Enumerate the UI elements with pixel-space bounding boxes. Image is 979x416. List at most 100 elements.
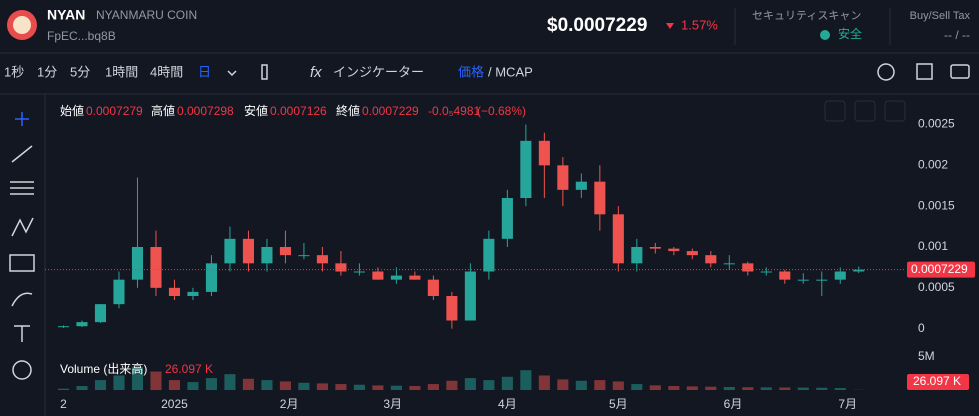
volume-bar	[224, 374, 236, 390]
pattern-tool[interactable]	[11, 217, 34, 237]
volume-bar	[834, 388, 846, 390]
volume-bar	[427, 384, 439, 390]
volume-bar	[612, 381, 624, 390]
candle-body	[557, 165, 569, 190]
volume-bar	[187, 382, 199, 390]
volume-bar	[668, 386, 680, 390]
volume-bar	[94, 380, 107, 390]
interval-button[interactable]: 1時間	[105, 64, 138, 79]
candle-body	[483, 238, 495, 272]
interval-button[interactable]: 4時間	[150, 64, 183, 79]
text-tool[interactable]	[14, 325, 30, 342]
chevron[interactable]	[227, 70, 237, 77]
chart: 0 0.0005 0.001 0.0015 0.002 0.0025 5M 2 2025 2月 3月…	[45, 117, 975, 411]
volume-bar	[501, 376, 513, 390]
volume-bar	[353, 384, 365, 390]
line-tool[interactable]	[11, 145, 33, 163]
settings-icon[interactable]	[877, 63, 895, 81]
x-tick-label: 2	[60, 397, 67, 411]
candle-body	[594, 181, 606, 215]
candle-body	[168, 287, 181, 296]
candle-icon[interactable]	[261, 64, 268, 80]
legend-high-label: 高値	[151, 103, 175, 118]
legend-close-label: 終値	[336, 103, 360, 118]
candle-body	[834, 271, 846, 280]
candle-body	[187, 291, 199, 296]
volume-bar	[205, 378, 217, 390]
candle-body	[224, 238, 236, 264]
indicators[interactable]: インジケーター	[333, 64, 424, 79]
candle-body	[261, 247, 273, 264]
candle-body	[372, 271, 384, 280]
candle-body	[446, 296, 458, 321]
interval-button[interactable]: 5分	[70, 64, 90, 79]
camera-icon[interactable]	[950, 64, 970, 79]
legend-low-label: 安値	[244, 103, 268, 118]
volume-bar	[390, 385, 402, 390]
volume-bar	[594, 380, 606, 390]
volume-bar	[131, 366, 144, 390]
x-tick-label: 6月	[724, 397, 743, 411]
volume-bar	[760, 387, 772, 390]
candle-body	[57, 326, 70, 328]
last-price-label: 0.0007229	[911, 262, 968, 276]
fullscreen-icon[interactable]	[916, 63, 933, 80]
legend-change-pct: (−0.68%)	[477, 104, 526, 118]
candle-body	[464, 271, 476, 321]
tax-label: Buy/Sell Tax	[910, 10, 971, 22]
button[interactable]	[824, 100, 846, 122]
candle-body	[335, 263, 347, 272]
fx-icon[interactable]: fx	[310, 64, 322, 81]
price: $0.0007229	[547, 15, 647, 36]
price-toggle[interactable]: 価格	[458, 64, 484, 79]
address[interactable]: FpEC...bq8B	[47, 29, 116, 43]
volume-bar	[150, 371, 162, 390]
emoji-tool[interactable]	[12, 360, 32, 380]
candle-body	[113, 279, 125, 305]
candle-body	[316, 255, 328, 264]
volume-bar	[298, 382, 310, 390]
tax-value: -- / --	[944, 28, 970, 42]
volume-bar	[575, 380, 587, 390]
crosshair-tool[interactable]	[15, 112, 29, 126]
symbol: NYAN	[47, 7, 85, 23]
mcap-toggle[interactable]: / MCAP	[488, 64, 533, 79]
legend-high: 0.0007298	[177, 104, 234, 118]
y-tick-label: 0.0015	[918, 198, 955, 212]
x-tick-label: 5月	[609, 397, 628, 411]
volume-bar	[57, 388, 70, 390]
volume-bar	[538, 375, 550, 390]
candle-body	[298, 255, 310, 257]
candle-body	[520, 140, 532, 198]
legend-open: 0.0007279	[86, 104, 143, 118]
y-tick-label: 0	[918, 321, 925, 335]
fib-tool[interactable]	[10, 181, 34, 195]
projection-tool[interactable]	[9, 254, 35, 272]
y-tick-label: 0.002	[918, 158, 948, 172]
candle-body	[131, 247, 144, 280]
interval-button[interactable]: 1秒	[4, 64, 24, 79]
x-tick-label: 7月	[838, 397, 857, 411]
volume-bar	[316, 383, 328, 390]
button[interactable]	[854, 100, 876, 122]
volume-bar	[279, 381, 291, 390]
interval-button[interactable]: 日	[198, 64, 211, 79]
candle-body	[649, 247, 661, 249]
candle-body	[242, 238, 254, 264]
interval-button[interactable]: 1分	[37, 64, 57, 79]
scan-label[interactable]: セキュリティスキャン	[752, 9, 861, 22]
legend-open-label: 始値	[60, 103, 84, 118]
candle-body	[853, 269, 865, 272]
y-tick-label: 0.001	[918, 239, 948, 253]
candle-body	[686, 251, 698, 256]
candle-body	[723, 263, 735, 265]
candle-body	[279, 247, 291, 256]
brush-tool[interactable]	[11, 292, 33, 307]
button[interactable]	[884, 100, 906, 122]
volume-bar	[372, 385, 384, 390]
volume-bar	[409, 386, 421, 390]
volume-bar	[483, 380, 495, 390]
volume-bar	[557, 379, 569, 390]
volume-value: 26.097 K	[165, 362, 213, 376]
